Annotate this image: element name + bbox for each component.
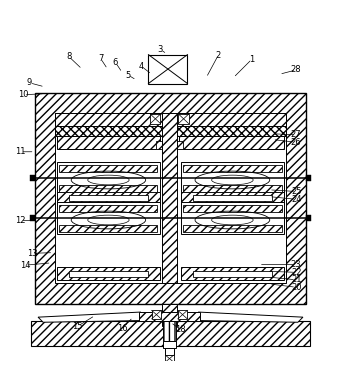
Bar — [163, 341, 176, 349]
Bar — [163, 321, 176, 341]
Text: 6: 6 — [113, 58, 118, 67]
Text: 18: 18 — [175, 325, 186, 334]
Text: 11: 11 — [15, 147, 26, 156]
Bar — [162, 113, 177, 283]
Bar — [57, 136, 160, 149]
Text: 7: 7 — [98, 54, 103, 63]
Text: 1: 1 — [249, 54, 255, 64]
Polygon shape — [198, 312, 303, 322]
Text: 22: 22 — [291, 268, 301, 277]
Polygon shape — [38, 312, 140, 322]
Bar — [57, 202, 160, 234]
Bar — [165, 355, 174, 362]
Bar — [139, 312, 200, 321]
Text: 2: 2 — [216, 51, 221, 60]
Bar — [55, 126, 286, 136]
Text: 23: 23 — [291, 260, 301, 269]
Text: 16: 16 — [117, 324, 128, 332]
Bar — [156, 141, 162, 149]
Bar — [178, 114, 189, 124]
Bar — [183, 165, 282, 172]
Bar — [30, 175, 35, 181]
Bar — [193, 195, 272, 201]
Text: 20: 20 — [291, 283, 301, 292]
Text: 14: 14 — [20, 261, 30, 270]
Bar — [180, 192, 284, 205]
Bar — [30, 215, 35, 221]
Bar — [35, 93, 306, 304]
Bar — [183, 205, 282, 212]
Text: 21: 21 — [291, 275, 301, 284]
Bar — [57, 267, 160, 280]
Text: 12: 12 — [15, 216, 26, 225]
Bar — [183, 225, 282, 232]
Bar — [55, 113, 286, 126]
Bar — [69, 271, 148, 277]
Text: 13: 13 — [27, 249, 37, 258]
Bar — [150, 114, 161, 124]
Bar — [183, 185, 282, 192]
Text: 4: 4 — [139, 62, 144, 71]
Bar — [306, 215, 311, 221]
Bar — [193, 271, 272, 277]
Bar — [57, 162, 160, 195]
Text: 10: 10 — [18, 90, 29, 99]
Text: 3: 3 — [158, 45, 163, 54]
Bar — [152, 310, 161, 319]
Text: 25: 25 — [291, 187, 301, 196]
Text: 28: 28 — [291, 65, 301, 74]
Bar — [180, 162, 284, 195]
Bar — [180, 267, 284, 280]
Bar — [55, 113, 286, 283]
Bar — [180, 202, 284, 234]
Polygon shape — [146, 362, 193, 383]
Bar — [59, 205, 158, 212]
Bar — [148, 55, 188, 83]
Text: 15: 15 — [72, 322, 83, 331]
Text: 24: 24 — [291, 195, 301, 204]
Bar — [165, 349, 174, 355]
Text: 5: 5 — [125, 70, 131, 80]
Bar — [69, 195, 148, 201]
Text: 8: 8 — [66, 52, 71, 61]
Bar — [178, 310, 187, 319]
Text: 27: 27 — [291, 130, 301, 139]
Bar — [57, 192, 160, 205]
Bar — [31, 321, 310, 346]
Bar — [177, 141, 183, 149]
Bar — [162, 304, 177, 326]
Bar — [59, 185, 158, 192]
Bar — [59, 225, 158, 232]
Bar — [59, 165, 158, 172]
Bar — [179, 136, 284, 149]
Bar — [306, 175, 311, 181]
Text: 9: 9 — [27, 79, 32, 87]
Text: 26: 26 — [291, 138, 301, 147]
